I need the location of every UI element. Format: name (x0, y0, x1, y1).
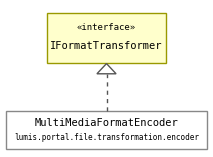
Text: «interface»: «interface» (77, 23, 136, 32)
Bar (6, 111, 207, 149)
Text: MultiMediaFormatEncoder: MultiMediaFormatEncoder (35, 118, 178, 128)
Polygon shape (97, 64, 116, 74)
Bar (47, 13, 166, 63)
Text: lumis.portal.file.transformation.encoder: lumis.portal.file.transformation.encoder (14, 133, 199, 142)
Text: IFormatTransformer: IFormatTransformer (50, 41, 163, 51)
